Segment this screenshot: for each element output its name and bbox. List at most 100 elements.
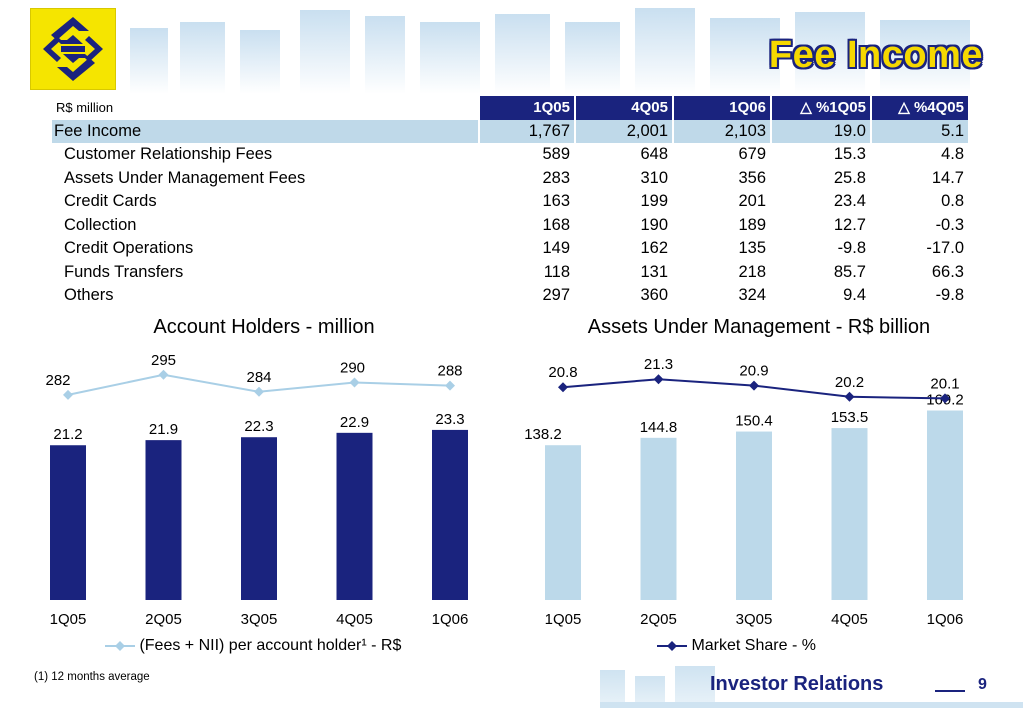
cell: 4.8: [941, 145, 964, 163]
page-number: 9: [978, 676, 987, 693]
category-tick-label: 1Q05: [50, 611, 87, 628]
cell: 2,103: [672, 119, 770, 143]
bar: [831, 428, 868, 600]
fee-income-table: R$ million 1Q05 4Q05 1Q06 △ %1Q05 △ %4Q0…: [52, 96, 968, 308]
cell: -17.0: [926, 239, 964, 257]
footnote: (1) 12 months average: [34, 671, 150, 683]
bar-value-label: 23.3: [435, 411, 464, 428]
line-point: [653, 374, 664, 385]
category-tick-label: 4Q05: [336, 611, 373, 628]
line-point: [158, 369, 169, 380]
line-value-label: 288: [437, 363, 462, 380]
line-value-label: 20.1: [930, 375, 959, 392]
cell: -9.8: [935, 286, 964, 304]
bar: [241, 437, 277, 600]
cell: 85.7: [833, 262, 866, 281]
category-tick-label: 4Q05: [831, 611, 868, 628]
line-value-label: 284: [246, 369, 271, 386]
assets-under-management-chart: 138.21Q05144.82Q05150.43Q05153.54Q05169.…: [524, 356, 964, 628]
line-value-label: 290: [340, 360, 365, 377]
cell: 324: [738, 286, 766, 304]
cell: 131: [640, 262, 668, 281]
line-value-label: 20.2: [835, 374, 864, 391]
line-point: [558, 382, 568, 393]
column-header: 4Q05: [574, 96, 672, 120]
row-label: Funds Transfers: [64, 262, 184, 281]
bar-value-label: 22.9: [340, 414, 369, 431]
cell: 168: [542, 215, 570, 234]
page-title: Fee Income: [768, 34, 983, 76]
cell: 589: [542, 145, 570, 163]
line-value-label: 20.9: [739, 363, 768, 380]
cell: 149: [542, 239, 570, 257]
column-header-delta: △ %4Q05: [870, 96, 968, 120]
delta-icon: △: [800, 99, 812, 116]
legend-market-share: Market Share - %: [657, 637, 816, 655]
row-label: Credit Cards: [64, 192, 157, 210]
cell: 163: [542, 192, 570, 210]
table-row: Others 297 360 324 9.4 -9.8: [52, 284, 968, 308]
line-point: [63, 389, 73, 400]
cell: 15.3: [833, 145, 866, 163]
cell: 66.3: [931, 262, 964, 281]
cell: 118: [543, 262, 570, 281]
cell: 679: [738, 145, 766, 163]
row-label: Others: [64, 286, 114, 304]
chart-title-assets: Assets Under Management - R$ billion: [587, 316, 931, 338]
category-tick-label: 3Q05: [736, 611, 773, 628]
cell: 360: [640, 286, 668, 304]
bar: [640, 437, 677, 600]
cell: 12.7: [833, 215, 866, 234]
cell: 190: [640, 215, 668, 234]
line-point: [844, 391, 855, 402]
row-label: Customer Relationship Fees: [64, 145, 273, 163]
bar-value-label: 138.2: [524, 426, 562, 443]
cell: 218: [738, 262, 766, 281]
cell: 135: [738, 239, 766, 257]
bar: [50, 445, 86, 600]
chart-title-account-holders: Account Holders - million: [153, 316, 375, 338]
row-label: Assets Under Management Fees: [64, 168, 306, 187]
table-row: Credit Operations 149 162 135 -9.8 -17.0: [52, 237, 968, 261]
cell: 14.7: [931, 168, 964, 187]
cell: 297: [542, 286, 570, 304]
row-label: Fee Income: [52, 119, 478, 143]
bar-value-label: 21.9: [149, 421, 178, 438]
logo-mark-icon: [43, 17, 103, 81]
category-tick-label: 1Q06: [927, 611, 964, 628]
cell: 0.8: [941, 192, 964, 210]
cell: 283: [542, 168, 570, 187]
cell: 9.4: [843, 286, 866, 304]
cell: 356: [738, 168, 766, 187]
line-point: [349, 377, 360, 388]
cell: 1,767: [478, 119, 574, 143]
account-holders-chart: 21.2 1Q05 21.9 2Q05 22.3 3Q05 22.9 4Q05 23.3 1Q06…: [45, 352, 468, 628]
bar: [145, 440, 182, 600]
table-header-row: R$ million 1Q05 4Q05 1Q06 △ %1Q05 △ %4Q0…: [52, 96, 968, 120]
company-logo: [30, 8, 116, 90]
column-header: 1Q05: [478, 96, 574, 120]
line-value-label: 282: [45, 372, 70, 389]
legend-line-diamond-icon: [105, 640, 135, 651]
line-point: [254, 386, 264, 397]
cell: 310: [640, 168, 668, 187]
category-tick-label: 2Q05: [640, 611, 677, 628]
bar: [927, 410, 963, 600]
bar-value-label: 144.8: [640, 419, 678, 436]
table-row: Collection 168 190 189 12.7 -0.3: [52, 214, 968, 238]
column-header: 1Q06: [672, 96, 770, 120]
legend-fees-per-holder: (Fees + NII) per account holder¹ - R$: [105, 637, 401, 655]
table-row-total: Fee Income 1,767 2,001 2,103 19.0 5.1: [52, 119, 968, 143]
cell: 2,001: [574, 119, 672, 143]
cell: 5.1: [870, 119, 968, 143]
line-value-label: 20.8: [548, 364, 577, 381]
cell: 201: [738, 192, 766, 210]
legend-label: (Fees + NII) per account holder¹ - R$: [139, 637, 402, 654]
cell: 189: [738, 215, 766, 234]
table-row: Assets Under Management Fees 283 310 356…: [52, 167, 968, 191]
delta-icon: △: [898, 99, 910, 116]
bar: [736, 431, 772, 600]
footer-decoration: [600, 666, 1023, 708]
cell: 199: [640, 192, 668, 210]
header-decoration: [130, 8, 970, 94]
